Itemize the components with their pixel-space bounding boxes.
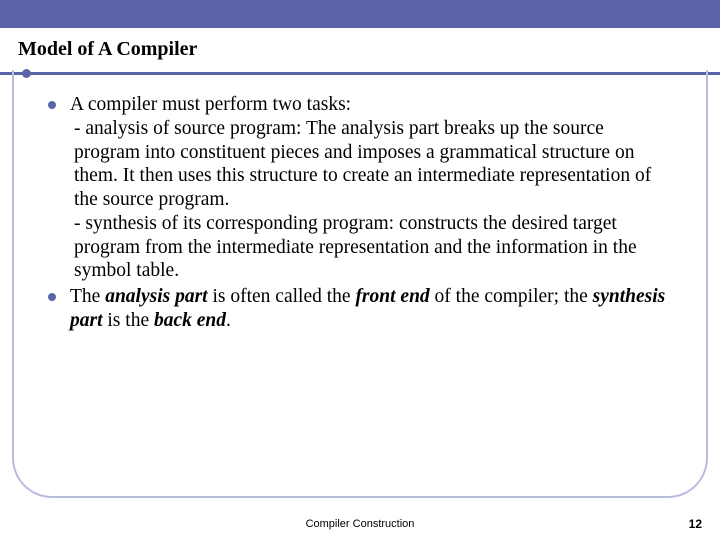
content-area: A compiler must perform two tasks: - ana… bbox=[0, 79, 720, 333]
bullet-1: A compiler must perform two tasks: - ana… bbox=[46, 93, 674, 283]
bullet-1-lead: A compiler must perform two tasks: bbox=[70, 94, 351, 115]
bullet-1-sub-1: - analysis of source program: The analys… bbox=[70, 117, 674, 212]
bullet-2: The analysis part is often called the fr… bbox=[46, 285, 674, 333]
footer-center: Compiler Construction bbox=[306, 518, 415, 530]
divider-line bbox=[0, 72, 720, 75]
bullet-icon bbox=[48, 101, 56, 109]
header-band bbox=[0, 0, 720, 28]
footer: Compiler Construction 12 bbox=[0, 518, 720, 530]
page-number: 12 bbox=[689, 517, 702, 531]
title-divider bbox=[0, 67, 720, 79]
slide-title: Model of A Compiler bbox=[18, 38, 702, 61]
bullet-2-text: The analysis part is often called the fr… bbox=[70, 286, 665, 331]
divider-dot bbox=[22, 69, 31, 78]
bullet-icon bbox=[48, 293, 56, 301]
bullet-1-sub-2: - synthesis of its corresponding program… bbox=[70, 212, 674, 283]
title-area: Model of A Compiler bbox=[0, 28, 720, 67]
